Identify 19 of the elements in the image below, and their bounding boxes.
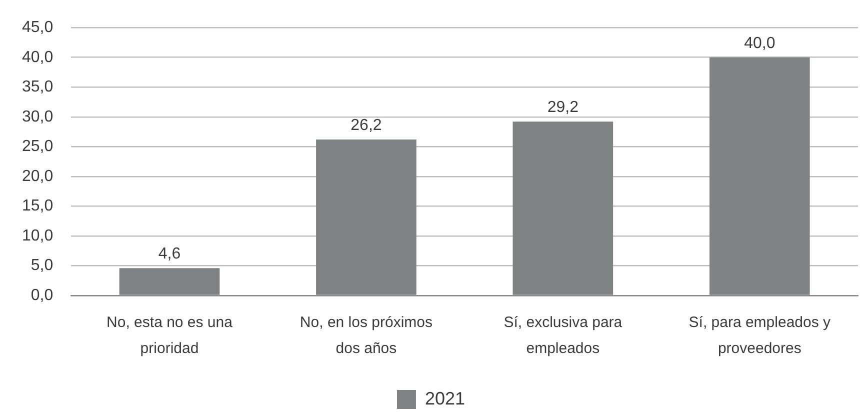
y-tick-label: 15,0 [22,198,54,215]
data-label: 4,6 [158,246,181,263]
x-tick-label: No, en los próximos dos años [300,314,432,358]
y-tick-label: 45,0 [22,19,54,36]
y-tick-label: 25,0 [22,138,54,156]
y-tick-label: 20,0 [22,168,54,185]
y-tick-label: 30,0 [22,108,54,126]
x-tick-label: Sí, exclusiva para empleados [504,314,623,358]
y-tick-label: 40,0 [22,48,54,66]
data-label: 40,0 [744,34,776,52]
x-tick-label: No, esta no es una prioridad [106,314,234,358]
data-label: 26,2 [350,116,382,134]
y-tick-label: 35,0 [22,78,54,96]
x-tick-label: Sí, para empleados y proveedores [688,314,832,358]
y-tick-label: 10,0 [22,227,54,244]
y-tick-label: 5,0 [30,257,54,274]
data-label: 29,2 [547,99,579,116]
legend-label: 2021 [424,388,466,408]
y-tick-label: 0,0 [30,286,54,304]
